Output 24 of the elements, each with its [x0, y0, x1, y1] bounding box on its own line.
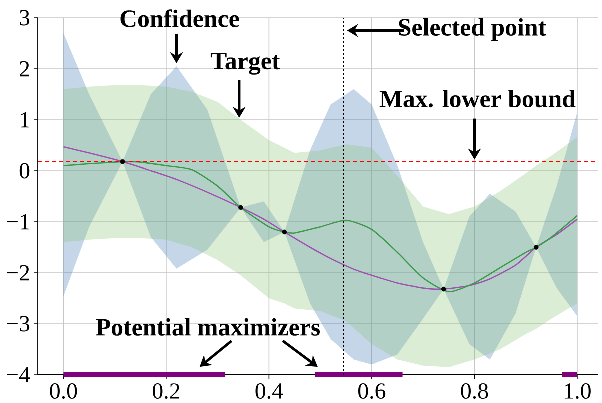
annotation: Target [210, 53, 280, 75]
point [120, 159, 126, 164]
x-tick-label: 0.6 [358, 384, 386, 400]
point [282, 230, 288, 235]
annotation: Max. lower bound [380, 90, 576, 108]
x-tick-label: 0.4 [256, 384, 284, 400]
y-tick-label: 2 [20, 61, 30, 77]
y-tick-label: −4 [7, 367, 30, 383]
point [534, 245, 539, 250]
annotation: Potential maximizers [96, 318, 320, 336]
y-tick-label: −3 [7, 316, 30, 332]
y-tick-label: 3 [20, 10, 30, 26]
y-tick-label: 0 [20, 163, 30, 179]
x-tick-label: 0.0 [50, 384, 78, 400]
point [238, 205, 244, 210]
y-tick-label: −2 [7, 265, 30, 281]
y-tick-label: 1 [21, 112, 30, 128]
x-tick-label: 0.8 [461, 384, 488, 400]
annotation: Selected point [399, 18, 546, 42]
annotation: Confidence [120, 10, 240, 28]
x-tick-label: 1.0 [565, 384, 591, 400]
point [441, 286, 446, 292]
y-tick-label: −1 [7, 214, 30, 230]
x-tick-label: 0.2 [152, 384, 180, 400]
